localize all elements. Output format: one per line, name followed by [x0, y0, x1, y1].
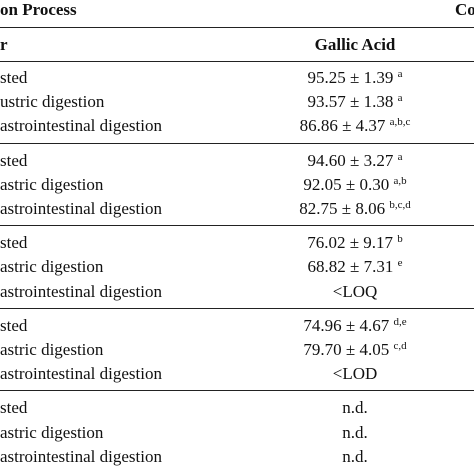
value: 79.70 ± 4.05 — [303, 340, 390, 359]
cell-value: 68.82 ± 7.31 e — [308, 257, 403, 277]
row-label: astric digestion — [0, 422, 104, 442]
superscript: a — [397, 92, 403, 105]
value: n.d. — [342, 398, 368, 418]
superscript: b,c,d — [389, 199, 411, 211]
row-label: astrointestinal digestion — [0, 199, 162, 218]
value: 86.86 ± 4.37 — [299, 116, 386, 136]
cell-value: 95.25 ± 1.39 a — [308, 68, 403, 88]
row-label: astrointestinal digestion — [0, 281, 162, 301]
value: 92.05 ± 0.30 — [303, 174, 390, 194]
rule — [0, 307, 474, 309]
superscript: a,b,c — [389, 116, 411, 129]
header-right: Co — [455, 0, 474, 19]
value: 74.96 ± 4.67 — [303, 315, 390, 335]
superscript: a,b — [393, 174, 407, 187]
superscript: c,d — [393, 340, 407, 352]
superscript: e — [397, 257, 403, 270]
value: n.d. — [342, 422, 368, 442]
value: 94.60 ± 3.27 — [307, 150, 394, 170]
superscript: a — [397, 68, 403, 80]
value: <LOD — [332, 364, 378, 384]
superscript: b — [397, 233, 403, 246]
cell-value: n.d. — [342, 398, 368, 418]
row-label: sted — [0, 315, 28, 335]
rule — [0, 142, 474, 144]
cell-value: 94.60 ± 3.27 a — [308, 151, 403, 171]
column-header: Gallic Acid — [314, 35, 396, 54]
value: 93.57 ± 1.38 — [307, 92, 394, 112]
row-label: astric digestion — [0, 340, 104, 359]
cell-value: 74.96 ± 4.67 d,e — [303, 316, 406, 336]
rule — [0, 61, 474, 62]
cell-value: 79.70 ± 4.05 c,d — [303, 340, 406, 360]
row-label: sted — [0, 233, 28, 253]
row-label: astric digestion — [0, 257, 104, 277]
value: <LOQ — [332, 281, 378, 301]
row-label: sted — [0, 150, 28, 170]
row-label: astrointestinal digestion — [0, 364, 162, 384]
value: 82.75 ± 8.06 — [299, 199, 386, 218]
value: 95.25 ± 1.39 — [307, 68, 394, 87]
cell-value: <LOD — [333, 364, 378, 384]
row-label: sted — [0, 398, 28, 418]
rule — [0, 27, 474, 28]
row-label: astrointestinal digestion — [0, 116, 162, 136]
value: n.d. — [342, 446, 368, 466]
cell-value: 92.05 ± 0.30 a,b — [303, 175, 406, 195]
cell-value: 86.86 ± 4.37 a,b,c — [300, 116, 411, 136]
cell-value: 93.57 ± 1.38 a — [308, 92, 403, 112]
row-label: astrointestinal digestion — [0, 446, 162, 466]
cell-value: n.d. — [342, 423, 368, 443]
rule — [0, 390, 474, 392]
value: 68.82 ± 7.31 — [307, 257, 394, 277]
cell-value: <LOQ — [333, 282, 378, 302]
superscript: d,e — [393, 315, 407, 328]
row-label: ustric digestion — [0, 92, 105, 112]
cell-value: 76.02 ± 9.17 b — [307, 233, 403, 253]
column-header: r — [0, 35, 8, 54]
value: 76.02 ± 9.17 — [307, 233, 394, 253]
cell-value: 82.75 ± 8.06 b,c,d — [299, 199, 410, 219]
header-title: on Process — [0, 0, 77, 19]
row-label: sted — [0, 68, 28, 87]
superscript: a — [397, 150, 403, 163]
rule — [0, 225, 474, 227]
cell-value: n.d. — [342, 447, 368, 467]
row-label: astric digestion — [0, 174, 104, 194]
